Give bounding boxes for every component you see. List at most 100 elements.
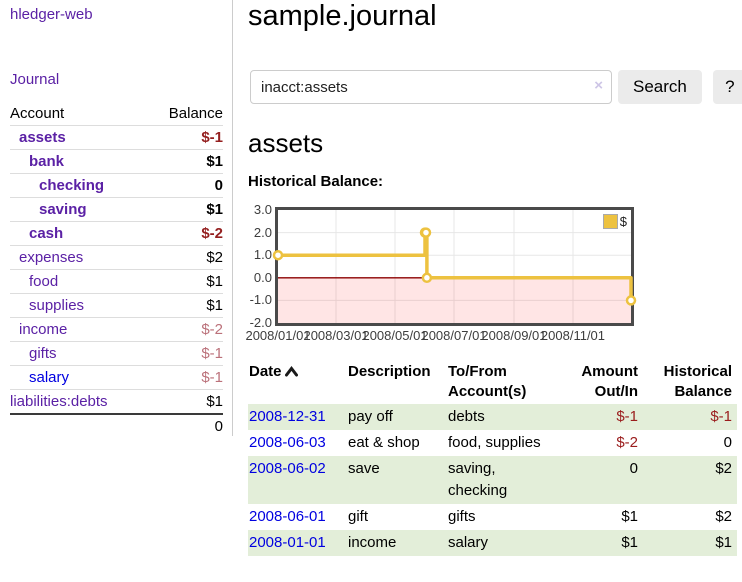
transaction-balance: $2 (715, 460, 732, 477)
transaction-amount: $-2 (616, 434, 638, 451)
chart-legend: $ (602, 214, 627, 229)
account-balance: $2 (206, 249, 223, 266)
transaction-date-link[interactable]: 2008-06-03 (249, 434, 326, 451)
account-link-saving[interactable]: saving (39, 201, 87, 218)
clear-search-icon[interactable]: × (594, 77, 603, 94)
account-balance: $-1 (201, 129, 223, 146)
transaction-description: save (348, 460, 380, 477)
register-header-balance: Historical Balance (663, 363, 732, 400)
help-button[interactable]: ? (712, 70, 742, 104)
account-balance: $1 (206, 393, 223, 410)
accounts-header-account: Account (10, 105, 65, 122)
register-row[interactable]: 2008-01-01 income salary $1 $1 (248, 530, 737, 556)
transaction-description: gift (348, 508, 369, 525)
account-link-expenses[interactable]: expenses (19, 249, 84, 266)
x-tick-label: 2008/01/01 (245, 328, 311, 343)
transaction-date-link[interactable]: 2008-06-02 (249, 460, 326, 477)
y-tick-label: -1.0 (249, 292, 272, 308)
transaction-description: pay off (348, 408, 393, 425)
account-balance: $-1 (201, 369, 223, 386)
transaction-date-link[interactable]: 2008-06-01 (249, 508, 326, 525)
account-link-bank[interactable]: bank (29, 153, 65, 170)
transaction-accounts: salary (448, 534, 489, 551)
transaction-accounts: gifts (448, 508, 476, 525)
legend-label: $ (619, 214, 627, 229)
transaction-date-link[interactable]: 2008-01-01 (249, 534, 326, 551)
account-link-income[interactable]: income (19, 321, 68, 338)
register-header-amount: Amount Out/In (581, 363, 638, 400)
register-table: Date Description To/From Account(s) Amou… (248, 360, 737, 556)
account-balance: $1 (206, 297, 223, 314)
sort-ascending-icon (284, 366, 298, 377)
register-header-date-label: Date (249, 363, 282, 380)
transaction-date-link[interactable]: 2008-12-31 (249, 408, 326, 425)
legend-swatch-icon (602, 214, 618, 229)
account-row: liabilities:debts $1 (10, 389, 223, 413)
account-row: assets $-1 (10, 125, 223, 149)
x-tick-label: 2008/07/01 (421, 328, 487, 343)
account-balance: 0 (214, 177, 223, 194)
search-input-wrap: × (250, 70, 612, 104)
account-link-food[interactable]: food (29, 273, 59, 290)
data-point-marker[interactable] (625, 295, 637, 306)
account-row: supplies $1 (10, 293, 223, 317)
transaction-balance: $1 (715, 534, 732, 551)
accounts-table: Account Balance assets $-1 bank $1 check… (10, 102, 223, 438)
search-input[interactable] (250, 70, 612, 104)
account-link-salary[interactable]: salary (29, 369, 70, 386)
transaction-balance: $2 (715, 508, 732, 525)
transaction-balance: $-1 (710, 408, 732, 425)
register-header-accounts: To/From Account(s) (448, 363, 527, 400)
transaction-balance: 0 (723, 434, 732, 451)
account-balance: $-2 (201, 321, 223, 338)
account-row: food $1 (10, 269, 223, 293)
account-balance: $1 (206, 153, 223, 170)
chart-x-axis: 2008/01/01 2008/03/01 2008/05/01 2008/07/01… (245, 328, 631, 344)
transaction-amount: $1 (621, 534, 638, 551)
register-header-row: Date Description To/From Account(s) Amou… (248, 360, 737, 404)
transaction-amount: 0 (629, 460, 638, 477)
account-row: checking 0 (10, 173, 223, 197)
transaction-description: eat & shop (348, 434, 420, 451)
data-point-marker[interactable] (421, 272, 433, 284)
register-row[interactable]: 2008-06-01 gift gifts $1 $2 (248, 504, 737, 530)
account-balance: $1 (206, 273, 223, 290)
account-heading: assets (248, 128, 324, 158)
accounts-total-row: 0 (10, 413, 223, 438)
chart-y-axis: 3.0 2.0 1.0 0.0 -1.0 -2.0 (248, 202, 272, 330)
account-balance: $-1 (201, 345, 223, 362)
negative-region (278, 277, 631, 323)
account-link-assets[interactable]: assets (19, 129, 66, 146)
register-row[interactable]: 2008-06-03 eat & shop food, supplies $-2… (248, 430, 737, 456)
register-header-date[interactable]: Date (248, 360, 343, 404)
account-link-supplies[interactable]: supplies (29, 297, 85, 314)
data-point-marker[interactable] (272, 249, 284, 261)
account-row: cash $-2 (10, 221, 223, 245)
transaction-accounts: debts (448, 408, 485, 425)
transaction-amount: $-1 (616, 408, 638, 425)
sidebar-item-journal[interactable]: Journal (10, 71, 60, 88)
account-link-checking[interactable]: checking (39, 177, 105, 194)
page-title: sample.journal (248, 0, 437, 32)
account-link-gifts[interactable]: gifts (29, 345, 57, 362)
register-row[interactable]: 2008-12-31 pay off debts $-1 $-1 (248, 404, 737, 430)
account-row: saving $1 (10, 197, 223, 221)
chart-plot-area[interactable]: $ (272, 207, 637, 326)
data-point-marker[interactable] (420, 227, 432, 238)
app-brand-link[interactable]: hledger-web (10, 6, 93, 23)
account-row: expenses $2 (10, 245, 223, 269)
y-tick-label: 3.0 (253, 202, 272, 217)
account-link-cash[interactable]: cash (29, 225, 64, 242)
transaction-amount: $1 (621, 508, 638, 525)
search-button[interactable]: Search (618, 70, 702, 104)
search-bar: × Search ? (250, 70, 742, 104)
account-row: income $-2 (10, 317, 223, 341)
x-tick-label: 2008/11/01 (540, 328, 606, 343)
transaction-accounts: saving, checking (448, 460, 508, 499)
chart-heading: Historical Balance: (248, 173, 384, 190)
sidebar: hledger-web Journal Account Balance asse… (0, 0, 233, 436)
register-row[interactable]: 2008-06-02 save saving, checking 0 $2 (248, 456, 737, 504)
x-tick-label: 2008/05/01 (362, 328, 428, 343)
account-link-liabilities-debts[interactable]: liabilities:debts (10, 393, 108, 410)
y-tick-label: 1.0 (253, 247, 272, 263)
